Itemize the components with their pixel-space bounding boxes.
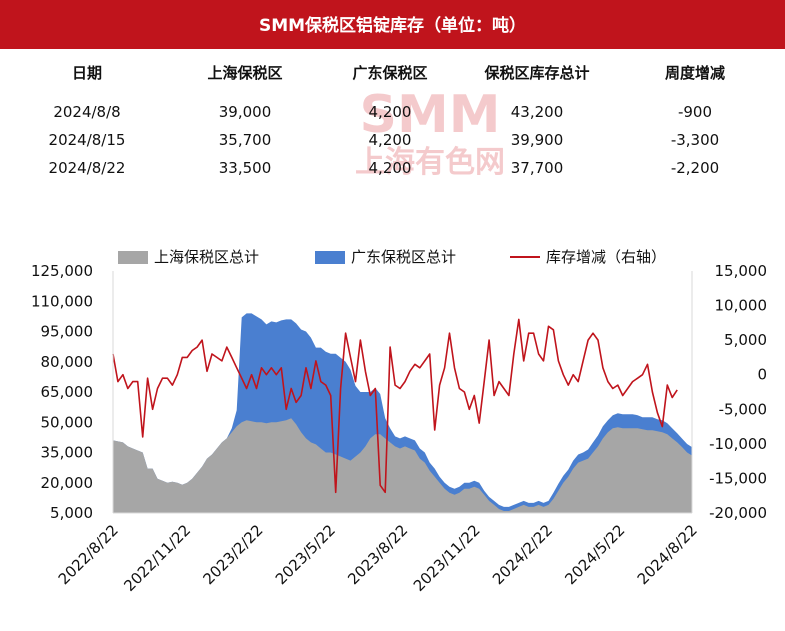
table-cell: 35,700	[218, 131, 272, 149]
inventory-chart: 5,000 20,000 35,000 50,000 65,000 80,000 95,00…	[31, 248, 768, 595]
x-axis-tick-label: 2024/8/22	[634, 521, 701, 588]
x-axis-tick-label: 2023/11/22	[410, 521, 484, 595]
legend-shanghai-label: 上海保税区总计	[154, 248, 259, 266]
left-axis-tick-label: 125,000	[31, 262, 93, 280]
x-axis-tick-label: 2024/5/22	[561, 521, 628, 588]
table-cell: -2,200	[670, 159, 720, 177]
legend-change-label: 库存增减（右轴）	[546, 248, 666, 266]
table-header-guangdong: 广东保税区	[352, 64, 428, 82]
table-cell: -3,300	[670, 131, 720, 149]
line-inventory-change	[112, 318, 678, 494]
table-cell: 37,700	[510, 159, 564, 177]
left-axis-tick-label: 80,000	[41, 353, 94, 371]
table-cell: 39,900	[510, 131, 564, 149]
right-axis-tick-label: 5,000	[724, 331, 767, 349]
x-axis-tick-label: 2022/11/22	[120, 521, 194, 595]
x-axis-tick-label: 2023/2/22	[199, 521, 266, 588]
title-bar: SMM保税区铝锭库存（单位：吨）	[0, 0, 785, 47]
x-axis-tick-label: 2024/2/22	[489, 521, 556, 588]
table-cell: 2024/8/15	[48, 131, 126, 149]
page-title: SMM保税区铝锭库存（单位：吨）	[258, 16, 527, 36]
left-axis-tick-label: 5,000	[50, 504, 93, 522]
right-axis-tick-label: 10,000	[715, 297, 768, 315]
right-axis-tick-label: 15,000	[715, 262, 768, 280]
table-header-total: 保税区库存总计	[484, 64, 590, 82]
table-header-shanghai: 上海保税区	[207, 64, 283, 82]
right-axis-tick-label: -20,000	[709, 504, 767, 522]
left-axis-tick-label: 65,000	[41, 383, 94, 401]
table-cell: 4,200	[368, 103, 412, 121]
table-cell: 39,000	[218, 103, 272, 121]
table-header-weekly-change: 周度增减	[664, 64, 725, 82]
right-axis-tick-label: -15,000	[709, 469, 767, 487]
right-axis-tick-label: -10,000	[709, 435, 767, 453]
legend-shanghai-swatch	[118, 251, 148, 264]
left-axis-tick-label: 110,000	[31, 292, 93, 310]
table-cell: 4,200	[368, 131, 412, 149]
right-axis-tick-label: -5,000	[719, 400, 767, 418]
table-cell: 43,200	[510, 103, 564, 121]
area-shanghai	[113, 418, 692, 513]
table-cell: 2024/8/8	[53, 103, 121, 121]
table-cell: 4,200	[368, 159, 412, 177]
left-axis-tick-label: 20,000	[41, 474, 94, 492]
legend-guangdong-label: 广东保税区总计	[351, 248, 456, 266]
x-axis-tick-label: 2022/8/22	[55, 521, 122, 588]
table-header-date: 日期	[71, 64, 102, 82]
left-axis-tick-label: 95,000	[41, 323, 94, 341]
left-axis-tick-label: 35,000	[41, 444, 94, 462]
table-cell: -900	[677, 103, 713, 121]
x-axis-tick-label: 2023/8/22	[344, 521, 411, 588]
table-cell: 2024/8/22	[48, 159, 126, 177]
legend-guangdong-swatch	[315, 251, 345, 264]
table-cell: 33,500	[218, 159, 272, 177]
title-divider	[0, 47, 785, 49]
right-axis-tick-label: 0	[757, 366, 767, 384]
left-axis-tick-label: 50,000	[41, 413, 94, 431]
x-axis-tick-label: 2023/5/22	[272, 521, 339, 588]
